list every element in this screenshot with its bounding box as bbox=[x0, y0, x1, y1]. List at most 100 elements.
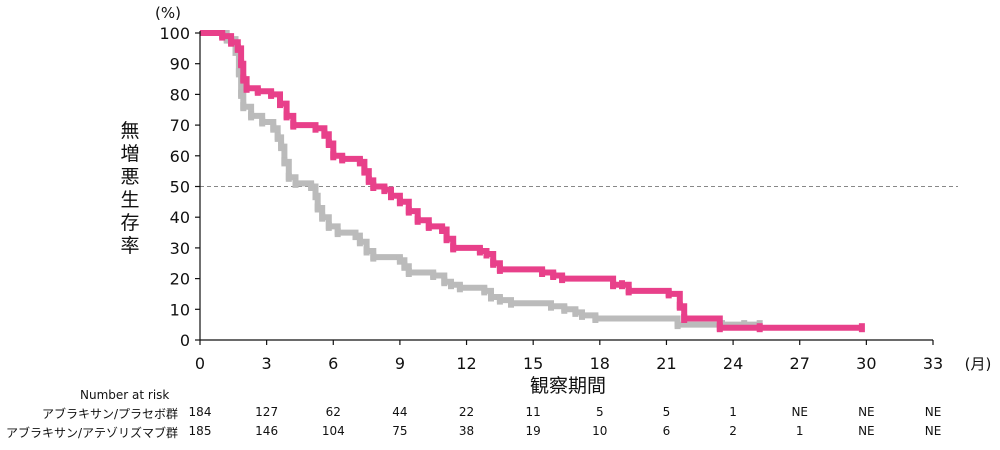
y-tick-label: 100 bbox=[159, 24, 190, 43]
censor-mark bbox=[325, 139, 332, 148]
censor-mark bbox=[665, 289, 672, 299]
x-tick-label: 0 bbox=[195, 354, 205, 373]
risk-table-title: Number at risk bbox=[80, 388, 170, 402]
censor-mark bbox=[681, 314, 688, 323]
x-tick-label: 15 bbox=[523, 354, 543, 373]
axes-layer: 0 10 20 30 40 50 60 70 80 90 100 0 3 6 9 12 15 18 21 24 27 30… bbox=[159, 24, 943, 373]
y-axis-title-char: 存 bbox=[120, 212, 140, 234]
risk-value: 2 bbox=[729, 424, 737, 438]
censor-mark bbox=[481, 286, 488, 296]
risk-value: 22 bbox=[458, 405, 475, 419]
censor-mark bbox=[625, 286, 632, 296]
censor-mark bbox=[268, 89, 275, 99]
risk-value: 1 bbox=[795, 424, 804, 438]
censor-mark bbox=[325, 221, 332, 231]
censor-mark bbox=[314, 203, 321, 213]
censor-mark bbox=[572, 307, 579, 317]
censor-mark bbox=[425, 221, 432, 231]
risk-value: NE bbox=[924, 424, 942, 438]
censor-mark bbox=[240, 102, 247, 112]
censor-mark bbox=[496, 295, 503, 305]
censor-mark bbox=[405, 268, 412, 277]
censor-mark bbox=[235, 68, 242, 78]
censor-mark bbox=[450, 243, 457, 253]
x-axis-title: 観察期間 bbox=[530, 375, 606, 397]
y-tick-label: 10 bbox=[170, 300, 190, 319]
censor-mark bbox=[361, 166, 368, 176]
censor-mark bbox=[370, 252, 377, 262]
y-axis-title-char: 悪 bbox=[120, 166, 140, 188]
censor-mark bbox=[388, 191, 394, 201]
risk-value: NE bbox=[924, 405, 942, 419]
y-tick-label: 80 bbox=[170, 85, 190, 104]
censor-mark bbox=[292, 178, 299, 188]
risk-value: 38 bbox=[458, 424, 475, 438]
x-tick-label: 18 bbox=[590, 354, 610, 373]
x-tick-label: 9 bbox=[395, 354, 405, 373]
risk-value: 44 bbox=[392, 405, 408, 419]
y-tick-label: 50 bbox=[170, 178, 190, 197]
censor-mark bbox=[319, 212, 326, 222]
censor-mark bbox=[488, 292, 494, 302]
censor-mark bbox=[219, 31, 226, 41]
y-tick-label: 60 bbox=[170, 147, 190, 166]
y-unit-label: (%) bbox=[155, 4, 181, 22]
censor-mark bbox=[559, 274, 566, 284]
censor-mark bbox=[228, 37, 235, 47]
censor-mark bbox=[548, 301, 554, 311]
censor-mark bbox=[716, 323, 723, 333]
risk-value: 184 bbox=[188, 405, 212, 419]
risk-value: 10 bbox=[592, 424, 608, 438]
series-line-2 bbox=[200, 30, 760, 328]
censor-mark bbox=[441, 277, 448, 287]
censor-mark bbox=[356, 237, 363, 247]
y-tick-label: 30 bbox=[170, 239, 190, 258]
x-tick-label: 30 bbox=[856, 354, 876, 373]
censor-mark bbox=[330, 151, 337, 161]
censor-mark bbox=[370, 182, 377, 191]
censor-mark bbox=[490, 258, 497, 268]
censor-mark bbox=[456, 283, 463, 293]
risk-value: 11 bbox=[525, 405, 541, 419]
censor-mark bbox=[619, 280, 625, 290]
censor-mark bbox=[290, 120, 297, 130]
censor-mark bbox=[312, 123, 319, 133]
censor-mark bbox=[448, 280, 454, 290]
censor-mark bbox=[248, 111, 255, 121]
censor-mark bbox=[508, 298, 514, 308]
censor-mark bbox=[483, 249, 490, 259]
risk-row-label-1: アブラキサン/プラセボ群 bbox=[41, 407, 178, 421]
censor-mark bbox=[674, 320, 681, 330]
y-axis-title: 無増悪生存率 bbox=[118, 120, 142, 258]
risk-value: NE bbox=[858, 405, 875, 419]
x-tick-label: 6 bbox=[328, 354, 338, 373]
y-tick-label: 40 bbox=[170, 208, 190, 227]
x-tick-label: 24 bbox=[723, 354, 743, 373]
censor-mark bbox=[396, 197, 403, 207]
censor-mark bbox=[308, 182, 315, 191]
censor-mark bbox=[439, 225, 446, 234]
censor-mark bbox=[270, 123, 277, 133]
y-axis-title-char: 無 bbox=[120, 120, 140, 142]
censor-mark bbox=[550, 271, 557, 280]
risk-value: NE bbox=[791, 405, 808, 419]
y-axis-title-char: 増 bbox=[120, 143, 140, 165]
censor-mark bbox=[592, 314, 599, 323]
x-tick-label: 33 bbox=[923, 354, 943, 373]
risk-value: 1 bbox=[729, 405, 737, 419]
censor-mark bbox=[278, 142, 285, 152]
x-tick-label: 3 bbox=[262, 354, 272, 373]
series-line-1 bbox=[200, 30, 862, 331]
risk-value: 5 bbox=[662, 405, 671, 419]
censor-mark bbox=[277, 99, 283, 109]
risk-value: 185 bbox=[188, 424, 212, 438]
censor-mark bbox=[283, 111, 290, 121]
censor-mark bbox=[381, 185, 388, 195]
censor-mark bbox=[539, 268, 546, 277]
censor-mark bbox=[339, 154, 346, 164]
censor-mark bbox=[240, 74, 247, 84]
y-tick-label: 20 bbox=[170, 270, 190, 289]
risk-value: NE bbox=[858, 424, 875, 438]
censor-mark bbox=[430, 271, 437, 280]
